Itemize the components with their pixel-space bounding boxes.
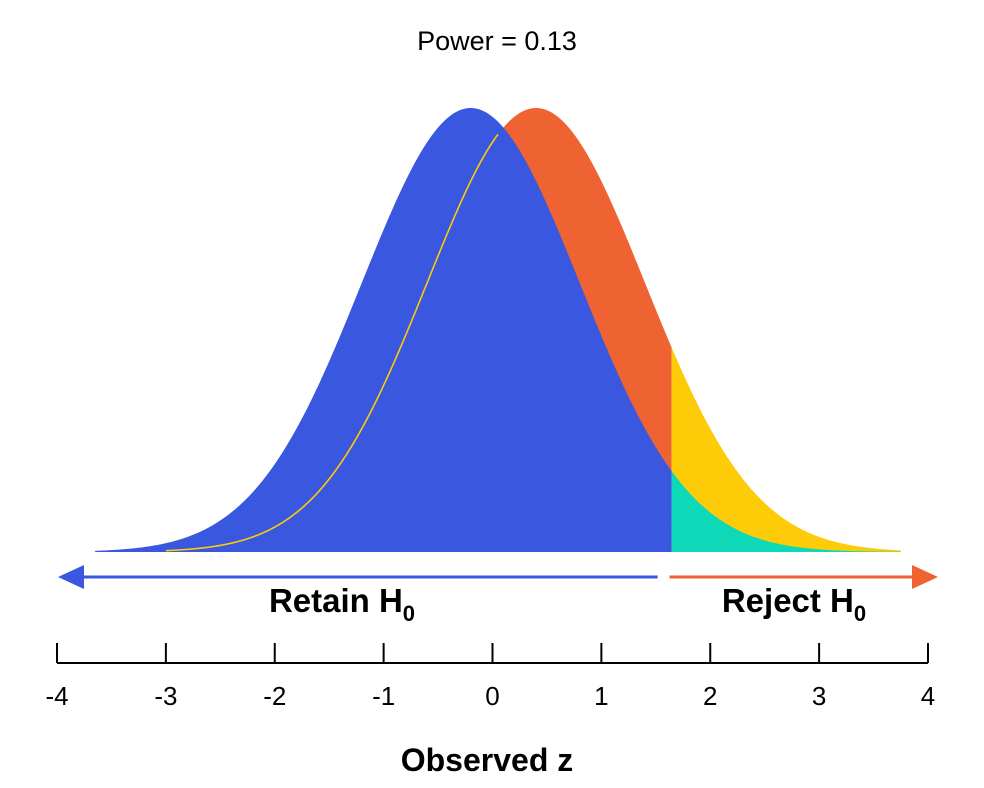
reject-label-text: Reject H	[722, 582, 854, 619]
x-tick-label-1: 1	[594, 681, 608, 711]
chart-title: Power = 0.13	[417, 26, 577, 56]
x-tick-label--4: -4	[45, 681, 68, 711]
x-tick-label--3: -3	[154, 681, 177, 711]
x-tick-label-3: 3	[812, 681, 826, 711]
x-tick-label-4: 4	[921, 681, 935, 711]
reject-arrowhead	[912, 565, 938, 589]
retain-h0-label: Retain H0	[269, 582, 415, 626]
retain-label-subscript: 0	[403, 601, 415, 626]
x-tick-label-0: 0	[485, 681, 499, 711]
x-tick-label--1: -1	[372, 681, 395, 711]
null-distribution-area	[95, 108, 672, 553]
reject-label-subscript: 0	[854, 601, 866, 626]
x-tick-label--2: -2	[263, 681, 286, 711]
distribution-areas	[95, 108, 901, 553]
retain-arrowhead	[58, 565, 84, 589]
x-tick-label-2: 2	[703, 681, 717, 711]
reject-h0-label: Reject H0	[722, 582, 866, 626]
power-region-area	[671, 347, 901, 552]
decision-arrows	[58, 565, 938, 589]
x-axis: -4 -3 -2 -1 0 1 2 3 4	[45, 643, 935, 711]
x-axis-label: Observed z	[401, 742, 574, 778]
alpha-region-area	[671, 471, 901, 552]
alternative-curve-outline	[165, 133, 499, 552]
retain-label-text: Retain H	[269, 582, 403, 619]
